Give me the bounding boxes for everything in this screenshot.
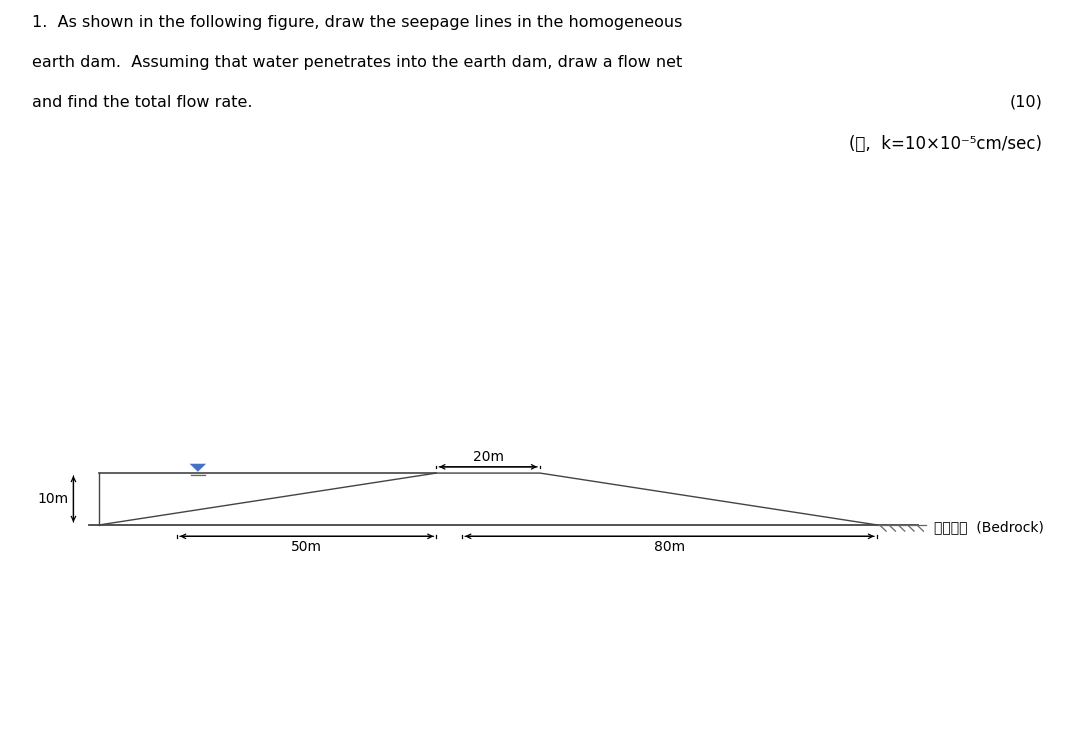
Text: 20m: 20m: [473, 450, 503, 464]
Text: 1.  As shown in the following figure, draw the seepage lines in the homogeneous: 1. As shown in the following figure, dra…: [32, 15, 683, 30]
Polygon shape: [190, 464, 206, 472]
Text: 80m: 80m: [654, 540, 685, 555]
Text: earth dam.  Assuming that water penetrates into the earth dam, draw a flow net: earth dam. Assuming that water penetrate…: [32, 55, 683, 70]
Text: (단,  k=10×10⁻⁵cm/sec): (단, k=10×10⁻⁵cm/sec): [849, 135, 1042, 153]
Text: 50m: 50m: [292, 540, 322, 555]
Text: 빬튬수층  (Bedrock): 빬튬수층 (Bedrock): [934, 520, 1044, 534]
Text: and find the total flow rate.: and find the total flow rate.: [32, 95, 253, 110]
Text: (10): (10): [1010, 95, 1042, 110]
Text: 10m: 10m: [37, 492, 68, 506]
